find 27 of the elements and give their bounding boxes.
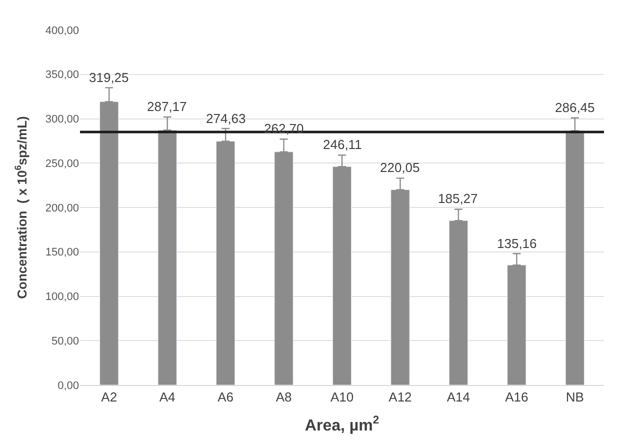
x-tick-label: A8 — [276, 390, 292, 405]
data-label: 135,16 — [497, 236, 537, 251]
x-tick-label: A14 — [446, 390, 470, 405]
data-label: 286,45 — [555, 100, 595, 115]
y-tick-label: 350,00 — [45, 69, 79, 82]
x-axis-title: Area, µm$^{2}$ — [304, 414, 380, 434]
x-tick-label: A16 — [505, 390, 528, 405]
x-tick-label: A6 — [218, 390, 234, 405]
data-label: 246,11 — [323, 137, 362, 152]
data-label: 287,17 — [147, 99, 187, 114]
data-label: 319,25 — [89, 70, 129, 85]
y-tick-label: 50,00 — [51, 335, 79, 348]
x-tick-label: A10 — [330, 390, 354, 405]
y-tick-label: 300,00 — [45, 114, 79, 126]
y-tick-label: 250,00 — [45, 158, 79, 170]
y-tick-label: 200,00 — [45, 202, 79, 214]
y-tick-label: 150,00 — [45, 246, 79, 259]
x-tick-label: A12 — [388, 390, 412, 405]
data-label: 185,27 — [438, 191, 478, 206]
y-tick-label: 400,00 — [45, 24, 79, 37]
x-tick-label: NB — [566, 390, 584, 405]
y-tick-label: 100,00 — [45, 291, 79, 304]
data-label: 274,63 — [206, 111, 246, 126]
data-label: 220,05 — [380, 160, 420, 175]
y-tick-label: 0,00 — [58, 380, 79, 392]
x-tick-label: A2 — [101, 390, 118, 405]
x-tick-label: A4 — [159, 390, 176, 405]
